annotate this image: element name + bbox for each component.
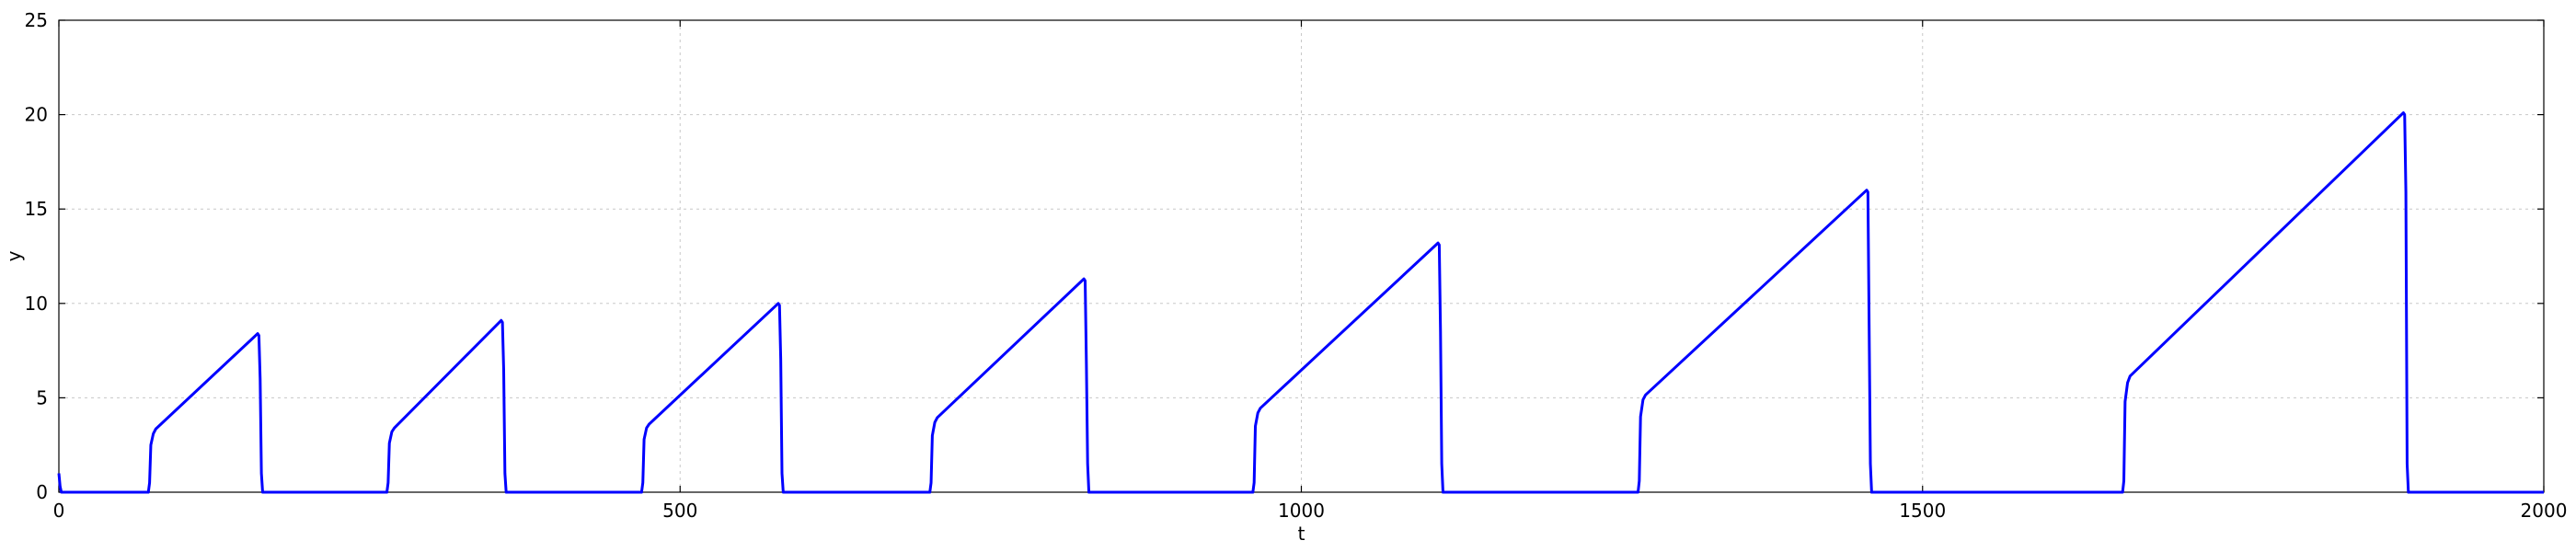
x-tick-label: 1500	[1899, 500, 1946, 522]
y-tick-label: 15	[25, 198, 48, 220]
y-tick-label: 10	[25, 293, 48, 315]
y-tick-label: 25	[25, 9, 48, 31]
x-axis-label: t	[1298, 523, 1305, 545]
series-layer	[57, 111, 2544, 494]
series-line-0	[57, 111, 2544, 494]
x-tick-label: 500	[662, 500, 697, 522]
grid	[59, 20, 2544, 492]
axis-ticks	[58, 19, 2545, 493]
x-tick-labels: 0 500 1000 1500 2000	[53, 500, 2568, 522]
y-tick-label: 0	[36, 481, 48, 503]
y-axis-label: y	[3, 250, 25, 261]
y-tick-label: 5	[36, 386, 48, 408]
y-tick-label: 20	[25, 104, 48, 126]
y-tick-labels: 0 5 10 15 20 25	[25, 9, 48, 503]
x-tick-label: 2000	[2521, 500, 2568, 522]
x-tick-label: 0	[53, 500, 65, 522]
x-tick-label: 1000	[1278, 500, 1325, 522]
